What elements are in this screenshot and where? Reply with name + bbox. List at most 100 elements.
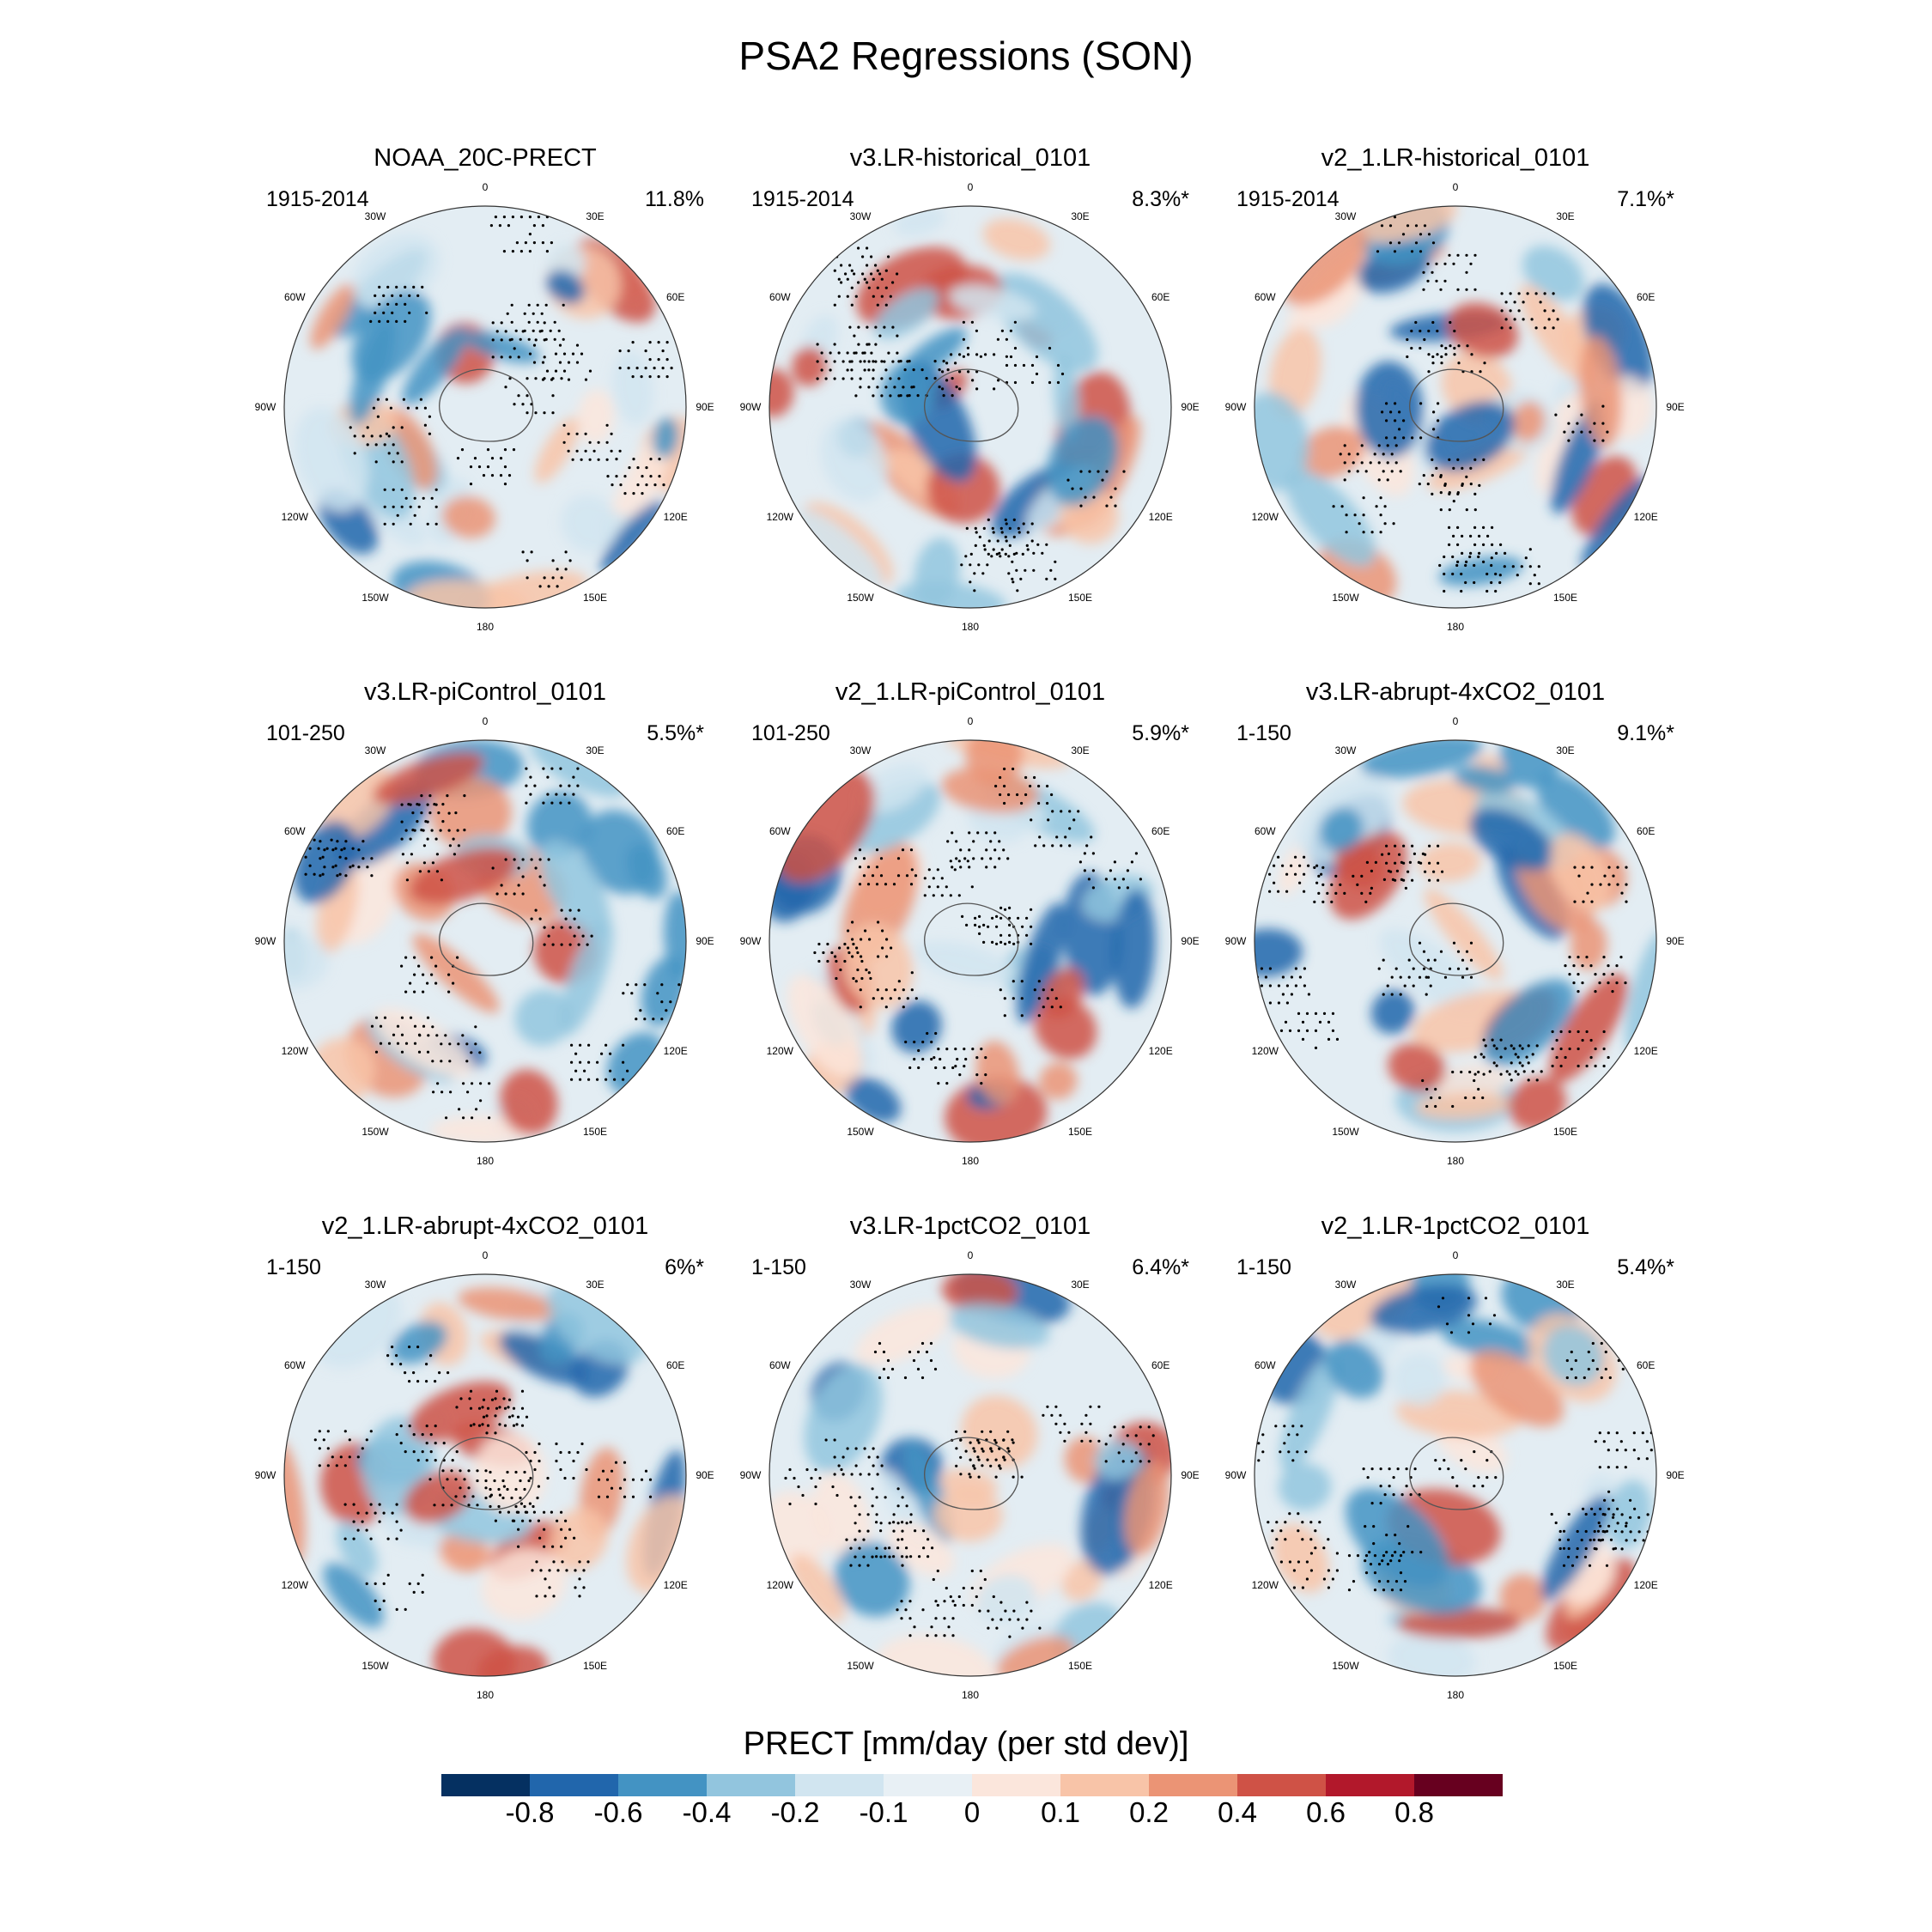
stipple-dot (841, 360, 845, 363)
stipple-dot (1449, 344, 1452, 348)
stipple-dot (378, 1607, 381, 1611)
stipple-dot (383, 522, 386, 526)
stipple-dot (349, 426, 352, 429)
anomaly-contour (352, 234, 440, 311)
stipple-dot (558, 361, 562, 364)
stipple-dot (1279, 1529, 1283, 1533)
stipple-dot (1268, 890, 1272, 893)
stipple-dot (858, 1546, 861, 1550)
stipple-dot (538, 585, 542, 588)
stipple-dot (447, 829, 451, 832)
stipple-dot (1443, 262, 1447, 265)
stipple-dot (973, 572, 976, 575)
stipple-dot (318, 1430, 321, 1433)
stipple-dot (951, 866, 954, 869)
stipple-dot (409, 1016, 413, 1019)
longitude-label: 150W (1332, 1659, 1359, 1672)
stipple-dot (585, 1467, 588, 1472)
anomaly-contour (843, 923, 914, 1009)
stipple-dot (493, 1479, 496, 1483)
stipple-dot (1370, 886, 1373, 890)
anomaly-contour (608, 432, 671, 539)
stipple-dot (987, 1626, 990, 1630)
stipple-dot (1085, 844, 1089, 848)
stipple-dot (930, 1057, 933, 1061)
stipple-dot (854, 980, 858, 983)
stipple-dot (1113, 860, 1116, 864)
stipple-dot (1406, 1525, 1410, 1528)
stipple-dot (1024, 775, 1028, 780)
stipple-dot (441, 820, 445, 823)
stipple-dot (927, 868, 931, 872)
longitude-label: 150E (1067, 591, 1093, 604)
stipple-dot (1013, 363, 1018, 368)
stipple-dot (543, 338, 546, 342)
stipple-dot (1552, 292, 1555, 295)
stipple-dot (1633, 1507, 1637, 1510)
stipple-dot (450, 1469, 453, 1473)
stipple-dot (1026, 548, 1030, 551)
stipple-dot (880, 360, 884, 363)
stipple-dot (884, 303, 888, 307)
stipple-dot (465, 1060, 469, 1063)
stipple-dot (1290, 975, 1293, 979)
stipple-dot (954, 1065, 957, 1068)
stipple-dot (1402, 878, 1406, 882)
stipple-dot (1037, 997, 1041, 1000)
stipple-dot (1641, 1431, 1644, 1435)
stipple-dot (1068, 844, 1072, 848)
panel-variance: 6.4%* (1132, 1255, 1189, 1279)
stipple-dot (1327, 1037, 1331, 1041)
stipple-dot (880, 277, 884, 281)
anomaly-contour (549, 1508, 609, 1571)
longitude-label: 90E (1181, 1469, 1200, 1481)
stipple-dot (400, 505, 404, 508)
stipple-dot (519, 1496, 522, 1500)
anomaly-contour (284, 1441, 306, 1564)
longitude-label: 150W (1332, 591, 1359, 604)
map-panel: v2_1.LR-historical_0101 1915-2014 7.1%* 0 30… (1198, 144, 1713, 659)
stipple-dot (889, 377, 892, 380)
anomaly-contour (1379, 928, 1483, 1016)
stipple-dot (1388, 1467, 1391, 1471)
stipple-dot (1054, 577, 1057, 580)
stipple-dot (400, 460, 404, 464)
stipple-dot (1477, 555, 1480, 559)
stipple-dot (408, 311, 411, 314)
stipple-dot (991, 940, 994, 944)
stipple-dot (1505, 1070, 1509, 1073)
stipple-dot (430, 829, 434, 832)
stipple-dot (641, 475, 644, 478)
stipple-dot (576, 1450, 580, 1455)
stipple-dot (1451, 572, 1455, 576)
map-panel: v2_1.LR-piControl_0101 101-250 5.9%* 0 30E 60… (713, 678, 1228, 1194)
stipple-dot (1424, 870, 1427, 873)
stipple-dot (519, 250, 523, 253)
stipple-dot (805, 1467, 809, 1472)
stipple-dot (537, 216, 540, 219)
stipple-dot (532, 1504, 535, 1509)
anomaly-contour (1325, 1340, 1384, 1399)
stipple-dot (1281, 864, 1285, 867)
panel-period: 1915-2014 (266, 187, 369, 211)
stipple-dot (1510, 1061, 1513, 1065)
stipple-dot (448, 844, 452, 848)
longitude-label: 0 (967, 1249, 974, 1261)
stipple-dot (784, 1476, 787, 1480)
stipple-dot (848, 360, 852, 363)
stipple-dot (867, 368, 871, 372)
stipple-dot (423, 423, 427, 427)
stipple-dot (334, 864, 337, 867)
anomaly-contour (875, 1634, 997, 1676)
stipple-dot (551, 394, 555, 398)
stipple-dot (1607, 1431, 1610, 1435)
stipple-dot (631, 1478, 635, 1481)
stipple-dot (1465, 950, 1469, 953)
stipple-dot (833, 303, 836, 307)
stipple-dot (970, 320, 974, 324)
stipple-dot (1139, 1443, 1142, 1446)
stipple-dot (597, 458, 600, 461)
stipple-dot (1509, 309, 1512, 313)
stipple-dot (866, 883, 871, 886)
stipple-dot (1573, 900, 1577, 903)
